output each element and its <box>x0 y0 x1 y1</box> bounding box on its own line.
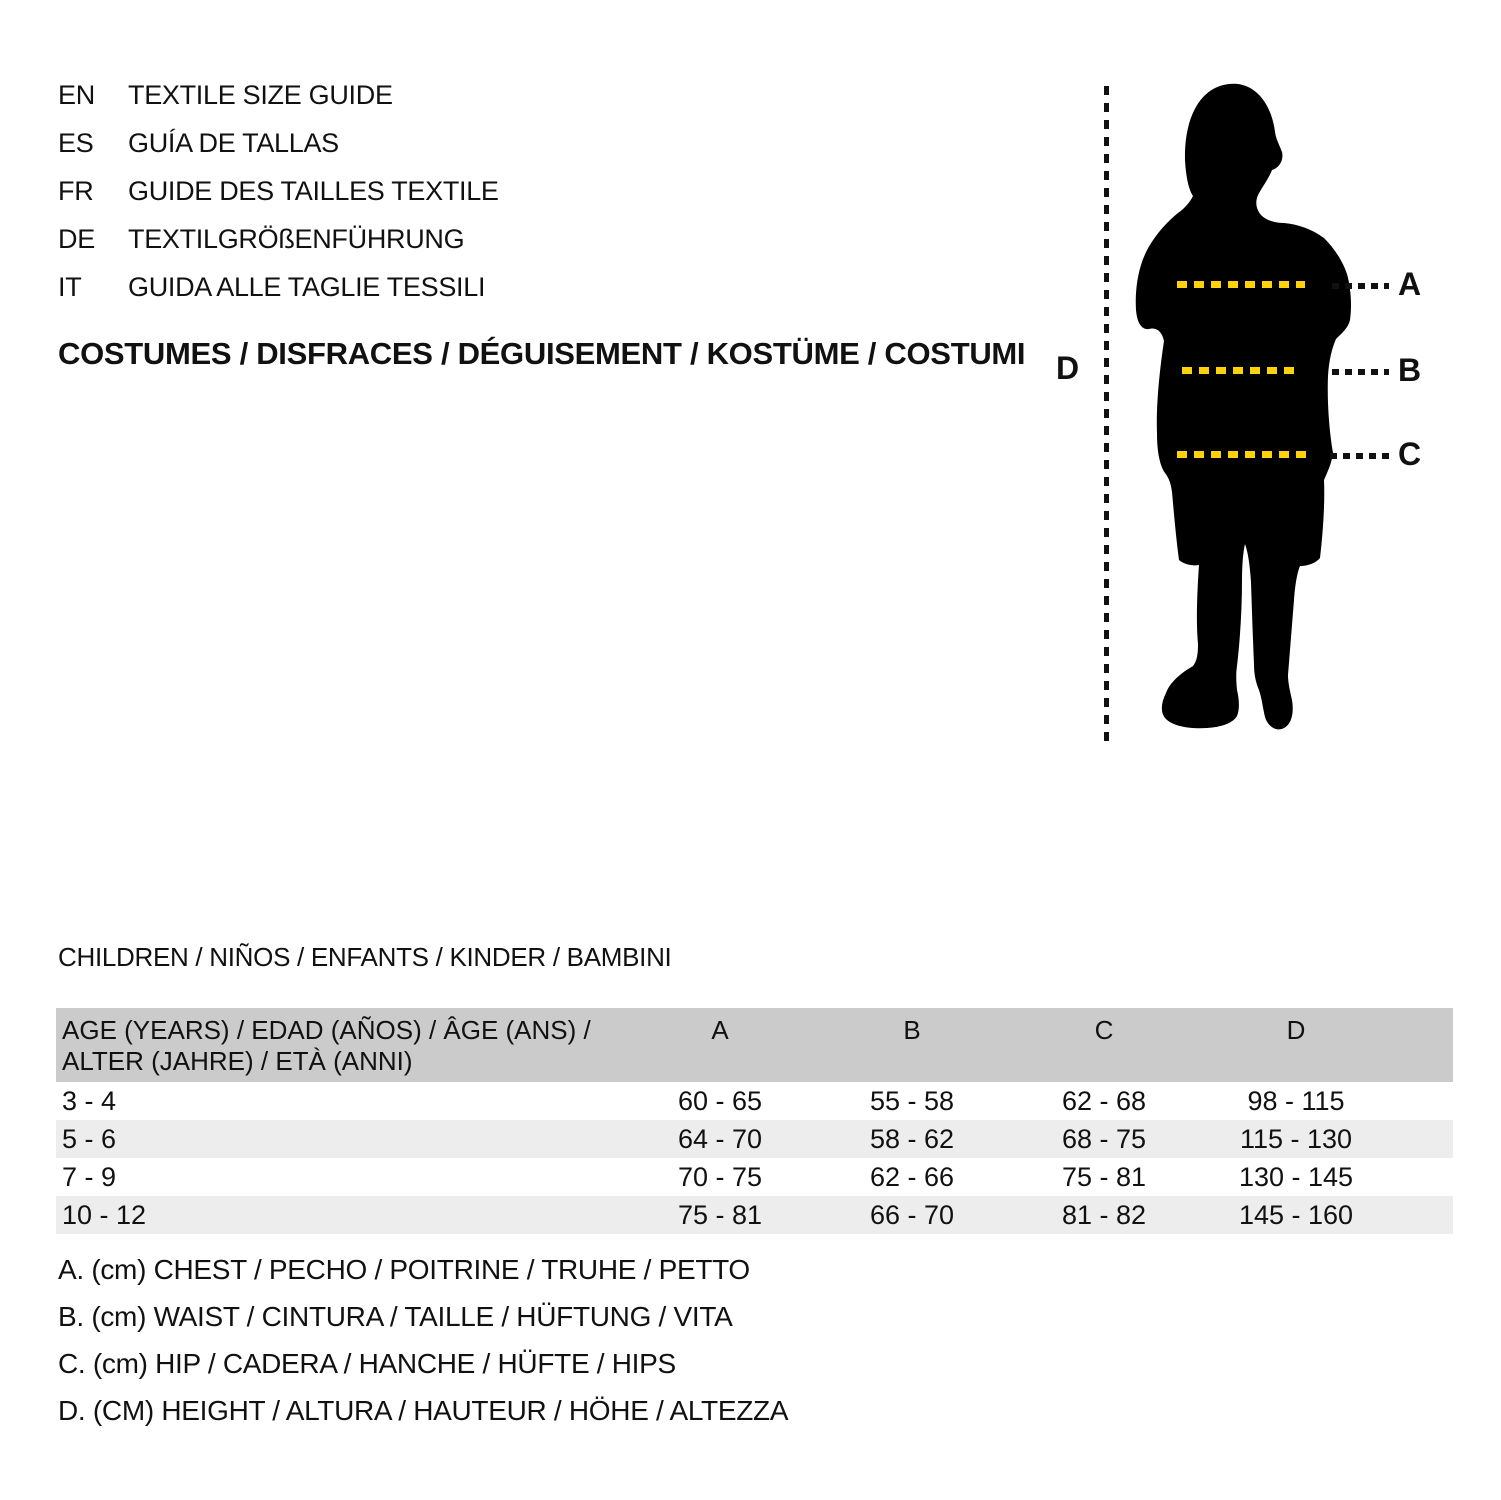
table-row: 5 - 6 64 - 70 58 - 62 68 - 75 115 - 130 <box>56 1120 1453 1158</box>
legend-hip: C. (cm) HIP / CADERA / HANCHE / HÜFTE / … <box>58 1347 676 1379</box>
language-row-de: DE TEXTILGRÖßENFÜHRUNG <box>58 224 499 272</box>
language-row-en: EN TEXTILE SIZE GUIDE <box>58 80 499 128</box>
age-cell: 3 - 4 <box>62 1085 117 1116</box>
chest-cell: 75 - 81 <box>677 1199 763 1230</box>
waist-cell: 62 - 66 <box>869 1161 955 1192</box>
hip-cell: 62 - 68 <box>1061 1085 1147 1116</box>
language-code: ES <box>58 128 94 158</box>
height-cell: 98 - 115 <box>1247 1085 1345 1116</box>
language-title: GUIDA ALLE TAGLIE TESSILI <box>128 272 486 302</box>
hip-measure-label-c: C <box>1398 436 1422 472</box>
children-section-heading: CHILDREN / NIÑOS / ENFANTS / KINDER / BA… <box>58 942 672 972</box>
height-cell: 115 - 130 <box>1239 1123 1353 1154</box>
legend-height: D. (CM) HEIGHT / ALTURA / HAUTEUR / HÖHE… <box>58 1394 789 1426</box>
age-header-line2: ALTER (JAHRE) / ETÀ (ANNI) <box>62 1046 413 1076</box>
language-row-it: IT GUIDA ALLE TAGLIE TESSILI <box>58 272 499 320</box>
chest-measure-line <box>1177 281 1305 288</box>
column-header-b: B <box>903 1015 921 1045</box>
age-cell: 5 - 6 <box>62 1123 117 1154</box>
language-code: IT <box>58 272 82 302</box>
hip-cell: 81 - 82 <box>1061 1199 1147 1230</box>
legend-waist: B. (cm) WAIST / CINTURA / TAILLE / HÜFTU… <box>58 1300 733 1332</box>
waist-measure-label-b: B <box>1398 352 1422 388</box>
height-dashed-line <box>1104 86 1109 742</box>
measurement-legend: A. (cm) CHEST / PECHO / POITRINE / TRUHE… <box>58 1246 789 1434</box>
column-header-a: A <box>711 1015 729 1045</box>
age-header-line1: AGE (YEARS) / EDAD (AÑOS) / ÂGE (ANS) / <box>62 1015 591 1045</box>
language-code: EN <box>58 80 95 110</box>
language-title: TEXTILE SIZE GUIDE <box>128 80 393 110</box>
height-cell: 145 - 160 <box>1238 1199 1354 1230</box>
chest-leader-line <box>1332 283 1389 289</box>
column-header-d: D <box>1286 1015 1306 1045</box>
language-row-fr: FR GUIDE DES TAILLES TEXTILE <box>58 176 499 224</box>
language-title: GUÍA DE TALLAS <box>128 128 339 158</box>
age-cell: 10 - 12 <box>62 1199 147 1230</box>
chest-cell: 70 - 75 <box>677 1161 763 1192</box>
table-row: 10 - 12 75 - 81 66 - 70 81 - 82 145 - 16… <box>56 1196 1453 1234</box>
age-column-header: AGE (YEARS) / EDAD (AÑOS) / ÂGE (ANS) / … <box>56 1008 624 1077</box>
child-silhouette <box>1135 83 1351 730</box>
language-code: FR <box>58 176 94 206</box>
age-cell: 7 - 9 <box>62 1161 117 1192</box>
hip-cell: 68 - 75 <box>1061 1123 1147 1154</box>
waist-leader-line <box>1332 369 1389 375</box>
language-row-es: ES GUÍA DE TALLAS <box>58 128 499 176</box>
waist-cell: 66 - 70 <box>869 1199 955 1230</box>
language-title: GUIDE DES TAILLES TEXTILE <box>128 176 499 206</box>
size-table-header-row: AGE (YEARS) / EDAD (AÑOS) / ÂGE (ANS) / … <box>56 1008 1453 1082</box>
height-measure-label-d: D <box>1056 350 1080 386</box>
language-title-list: EN TEXTILE SIZE GUIDE ES GUÍA DE TALLAS … <box>58 80 499 320</box>
language-title: TEXTILGRÖßENFÜHRUNG <box>128 224 465 254</box>
table-row: 7 - 9 70 - 75 62 - 66 75 - 81 130 - 145 <box>56 1158 1453 1196</box>
waist-measure-line <box>1182 367 1299 374</box>
chest-cell: 64 - 70 <box>677 1123 763 1154</box>
chest-cell: 60 - 65 <box>677 1085 763 1116</box>
legend-chest: A. (cm) CHEST / PECHO / POITRINE / TRUHE… <box>58 1253 750 1285</box>
children-size-table: AGE (YEARS) / EDAD (AÑOS) / ÂGE (ANS) / … <box>56 1008 1453 1234</box>
chest-measure-label-a: A <box>1398 266 1422 302</box>
hip-leader-line <box>1330 453 1389 459</box>
waist-cell: 58 - 62 <box>869 1123 955 1154</box>
hip-measure-line <box>1177 451 1306 458</box>
waist-cell: 55 - 58 <box>869 1085 955 1116</box>
hip-cell: 75 - 81 <box>1061 1161 1147 1192</box>
table-row: 3 - 4 60 - 65 55 - 58 62 - 68 98 - 115 <box>56 1082 1453 1120</box>
header-spacer <box>1392 1008 1453 1015</box>
height-cell: 130 - 145 <box>1238 1161 1354 1192</box>
category-heading: COSTUMES / DISFRACES / DÉGUISEMENT / KOS… <box>58 336 1026 371</box>
column-header-c: C <box>1094 1015 1114 1045</box>
language-code: DE <box>58 224 95 254</box>
